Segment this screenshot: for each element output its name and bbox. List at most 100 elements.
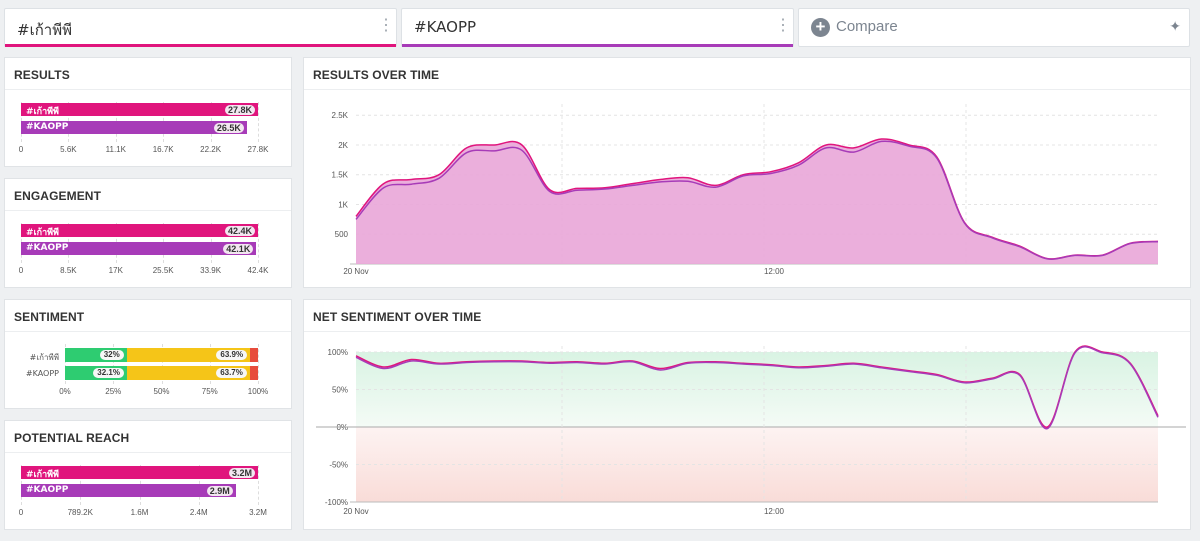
bar-row: #KAOPP 42.1K — [21, 242, 258, 255]
tick-label: 1.6M — [130, 508, 149, 517]
y-tick-label: 100% — [328, 348, 348, 357]
sentiment-value: 32% — [99, 350, 124, 360]
tick-label: 42.4K — [247, 266, 269, 275]
bar-label: #เก้าพีพี — [26, 228, 59, 238]
tick-label: 11.1K — [105, 145, 126, 154]
axis-ticks: 0 789.2K 1.6M 2.4M 3.2M — [5, 508, 293, 518]
x-tick-label: 20 Nov — [343, 267, 368, 276]
series-line-2 — [355, 140, 1159, 260]
sentiment-row-label: #KAOPP — [25, 369, 59, 378]
bar-label: #KAOPP — [26, 122, 69, 132]
divider — [5, 331, 291, 332]
bar-row: #เก้าพีพี 3.2M — [21, 466, 258, 480]
card-title: NET SENTIMENT OVER TIME — [313, 310, 482, 324]
kebab-menu-icon[interactable]: ⋮ — [378, 17, 394, 34]
bar-label: #เก้าพีพี — [26, 470, 59, 480]
kebab-menu-icon[interactable]: ⋮ — [775, 17, 791, 34]
bar-row: #KAOPP 2.9M — [21, 484, 258, 497]
card-title: SENTIMENT — [14, 310, 85, 324]
tick-label: 75% — [201, 387, 218, 396]
bar-value: 42.1K — [223, 244, 254, 254]
tick-label: 3.2M — [249, 508, 267, 517]
x-tick-label: 12:00 — [764, 507, 785, 516]
tick-label: 0% — [59, 387, 71, 396]
bar-value: 27.8K — [224, 105, 255, 115]
tick-label: 17K — [108, 266, 123, 275]
topic-tab-underline — [5, 44, 396, 47]
bar-fill — [21, 466, 258, 479]
x-tick-label: 12:00 — [764, 267, 785, 276]
topic-tab-1[interactable]: #เก้าพีพี ⋮ — [4, 8, 397, 47]
bar-row: #เก้าพีพี 27.8K — [21, 103, 258, 117]
divider — [304, 331, 1190, 332]
y-tick-label: -100% — [325, 498, 348, 507]
grid-line — [161, 344, 163, 384]
topic-tabs-bar: #เก้าพีพี ⋮ #KAOPP ⋮ + Compare ✦ — [0, 0, 1200, 50]
net-sentiment-chart: 100%50%0%-50%-100%20 Nov 12:00 — [316, 345, 1186, 516]
sentiment-segment-negative — [250, 348, 258, 362]
sentiment-segment-negative — [249, 366, 258, 380]
tick-label: 0 — [18, 508, 24, 517]
topic-tab-2[interactable]: #KAOPP ⋮ — [401, 8, 794, 47]
sentiment-bar: 32.1% 63.7% — [65, 366, 258, 380]
bar-value: 26.5K — [213, 123, 244, 133]
bar-label: #KAOPP — [26, 243, 69, 253]
plus-circle-icon: + — [811, 18, 830, 37]
topic-tab-underline — [402, 44, 793, 47]
results-over-time-chart: 500 1K 1.5K 2K 2.5K 20 Nov 12:00 — [332, 104, 1159, 276]
bar-value: 2.9M — [206, 486, 233, 496]
tick-label: 2.4M — [189, 508, 208, 517]
tick-label: 25.5K — [152, 266, 174, 275]
divider — [5, 452, 291, 453]
y-tick-label: 2.5K — [332, 111, 349, 120]
grid-line — [258, 223, 259, 263]
engagement-card: ENGAGEMENT #เก้าพีพี 42.4K #KAOPP 42.1K 0 8.5… — [4, 178, 292, 288]
sentiment-segment-positive: 32.1% — [65, 366, 127, 380]
tick-label: 0 — [18, 145, 24, 154]
divider — [5, 210, 291, 211]
divider — [5, 89, 291, 90]
bar-fill — [21, 484, 236, 497]
tick-label: 5.6K — [60, 145, 77, 154]
y-tick-label: 2K — [338, 141, 348, 150]
card-title: RESULTS — [14, 68, 70, 82]
bar-row: #KAOPP 26.5K — [21, 121, 258, 134]
sparkle-icon[interactable]: ✦ — [1169, 18, 1181, 34]
grid-line — [258, 344, 259, 384]
axis-ticks: 0 5.6K 11.1K 16.7K 22.2K 27.8K — [5, 145, 293, 155]
grid-line — [113, 344, 115, 384]
topic-tab-label: #เก้าพีพี — [17, 21, 72, 39]
y-tick-label: 1K — [338, 200, 348, 209]
bar-row: #เก้าพีพี 42.4K — [21, 224, 258, 238]
tick-label: 16.7K — [152, 145, 174, 154]
grid-line — [258, 102, 259, 142]
tick-label: 33.9K — [200, 266, 222, 275]
bar-fill — [21, 121, 247, 134]
card-title: RESULTS OVER TIME — [313, 68, 440, 82]
x-tick-label: 20 Nov — [343, 507, 368, 516]
y-tick-label: 500 — [335, 230, 349, 239]
axis-ticks: 0 8.5K 17K 25.5K 33.9K 42.4K — [5, 266, 293, 276]
bar-fill — [21, 242, 257, 255]
bar-label: #เก้าพีพี — [26, 107, 59, 117]
sentiment-bar: 32% 63.9% — [65, 348, 258, 362]
sentiment-segment-positive: 32% — [65, 348, 127, 362]
tick-label: 22.2K — [200, 145, 222, 154]
bar-fill — [21, 103, 258, 116]
sentiment-value: 63.9% — [216, 350, 248, 360]
sentiment-segment-neutral: 63.9% — [126, 348, 251, 362]
tick-label: 27.8K — [247, 145, 269, 154]
tick-label: 25% — [105, 387, 122, 396]
card-title: ENGAGEMENT — [14, 189, 102, 203]
compare-button[interactable]: + Compare ✦ — [798, 8, 1190, 47]
bar-label: #KAOPP — [26, 485, 69, 495]
sentiment-segment-neutral: 63.7% — [126, 366, 250, 380]
grid-line — [65, 344, 66, 384]
sentiment-value: 32.1% — [93, 368, 124, 378]
results-card: RESULTS #เก้าพีพี 27.8K #KAOPP 26.5K 0 5.6K 11… — [4, 57, 292, 167]
y-tick-label: -50% — [329, 461, 348, 470]
sentiment-card: SENTIMENT #เก้าพีพี 32% 63.9% #KAOPP 32.1% 63… — [4, 299, 292, 409]
y-tick-label: 50% — [332, 386, 348, 395]
grid-line — [258, 465, 259, 505]
divider — [304, 89, 1190, 90]
